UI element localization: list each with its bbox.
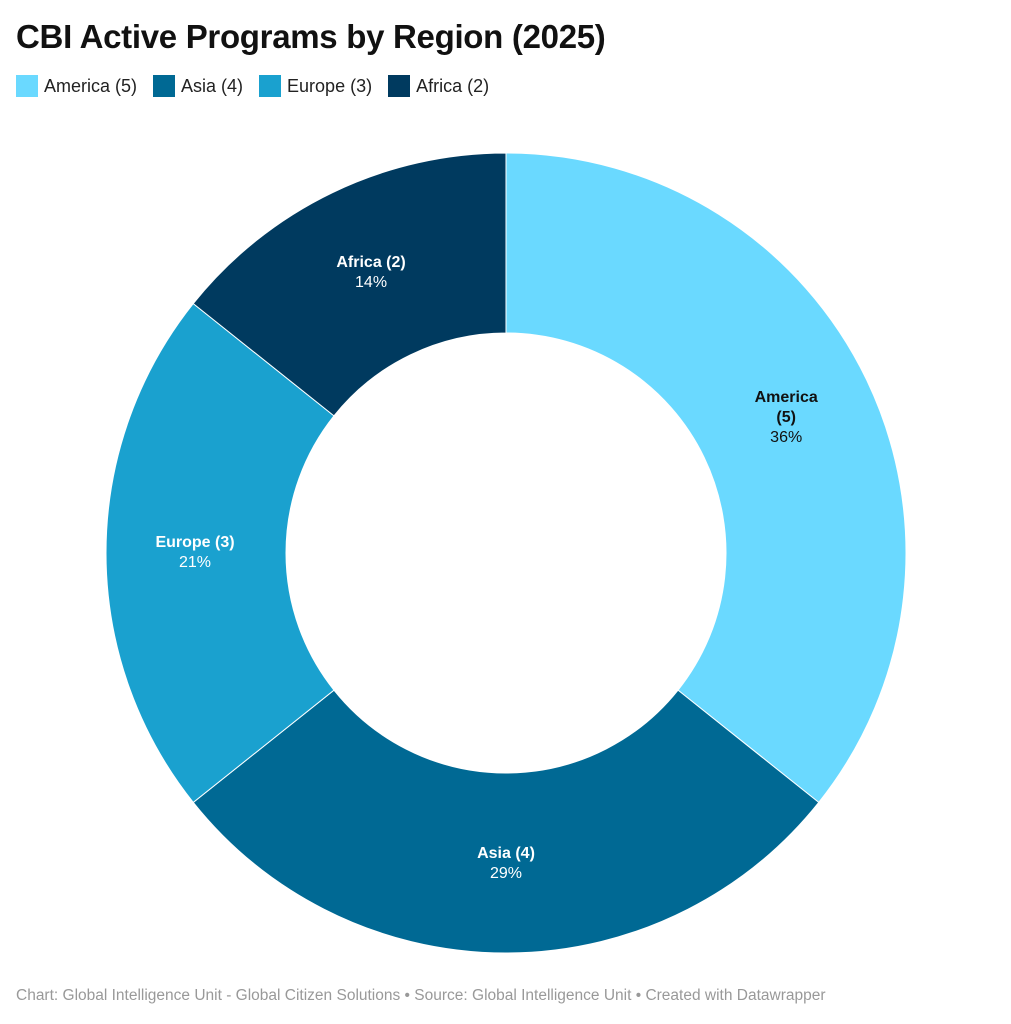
slice-label-percent: 14% xyxy=(355,273,388,291)
legend-swatch xyxy=(153,75,176,97)
chart-footer: Chart: Global Intelligence Unit - Global… xyxy=(16,987,826,1004)
legend-swatch xyxy=(16,75,38,97)
legend-item: Asia (4) xyxy=(153,75,243,97)
donut-slice xyxy=(192,689,820,954)
slice-label-percent: 36% xyxy=(770,429,803,447)
legend-label: Africa (2) xyxy=(416,75,490,96)
slice-label: Europe (3) 21% xyxy=(155,533,234,573)
donut-slice xyxy=(105,302,335,804)
slice-label: Asia (4) 29% xyxy=(477,844,535,884)
slice-label-percent: 29% xyxy=(489,865,523,882)
legend-swatch xyxy=(259,75,282,97)
slice-label-name: Asia (4) xyxy=(477,845,535,862)
slice-label: America (5) 36% xyxy=(746,388,826,448)
chart-title: CBI Active Programs by Region (2025) xyxy=(16,18,606,55)
legend-label: Europe (3) xyxy=(287,75,373,96)
legend-swatch xyxy=(388,75,411,97)
legend-label: Asia (4) xyxy=(181,75,244,96)
legend-item: Europe (3) xyxy=(259,75,372,97)
slice-label: Africa (2) 14% xyxy=(336,253,405,293)
legend-label: America (5) xyxy=(44,75,138,96)
legend-item: America (5) xyxy=(16,75,137,97)
slice-label-name: America (5) xyxy=(754,389,818,427)
legend: America (5) Asia (4) Europe (3) Africa (2) xyxy=(16,75,489,97)
legend-item: Africa (2) xyxy=(388,75,489,97)
slice-label-percent: 21% xyxy=(178,554,212,571)
slice-label-name: Europe (3) xyxy=(155,534,235,551)
donut-slice xyxy=(192,152,507,417)
donut-slice xyxy=(505,152,907,804)
slice-label-name: Africa (2) xyxy=(336,253,406,271)
